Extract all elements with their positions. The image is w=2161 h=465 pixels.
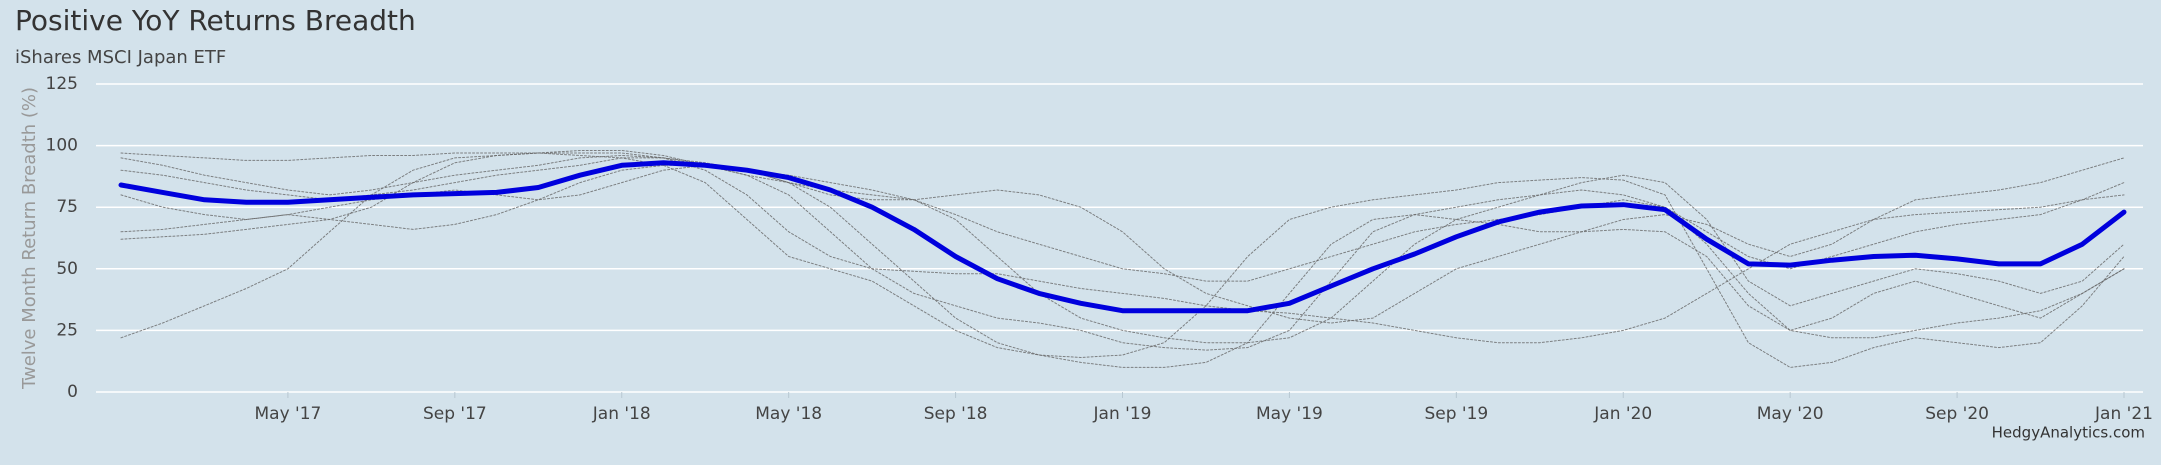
- chart-title: Positive YoY Returns Breadth: [15, 4, 416, 37]
- constituent-line: [120, 157, 2125, 282]
- x-tick-label: Sep '17: [423, 404, 487, 424]
- credit: HedgyAnalytics.com: [1992, 424, 2145, 442]
- y-tick-label: 0: [67, 382, 78, 402]
- y-tick-label: 125: [46, 74, 78, 94]
- y-tick-label: 75: [56, 197, 78, 217]
- x-tick-label: Sep '18: [924, 404, 988, 424]
- constituent-line: [120, 155, 2125, 344]
- y-tick-label: 25: [56, 320, 78, 340]
- constituent-line: [120, 150, 2125, 344]
- constituent-line: [120, 152, 2125, 368]
- x-tick-label: May '20: [1757, 404, 1824, 424]
- x-tick-label: Jan '20: [1593, 404, 1652, 424]
- x-tick-label: Sep '19: [1424, 404, 1488, 424]
- x-tick-label: Sep '20: [1925, 404, 1989, 424]
- x-tick-label: Jan '19: [1093, 404, 1152, 424]
- x-tick-label: Jan '21: [2094, 404, 2153, 424]
- chart-subtitle: iShares MSCI Japan ETF: [15, 47, 226, 68]
- y-tick-label: 100: [46, 136, 78, 156]
- x-tick-label: Jan '18: [592, 404, 651, 424]
- main-line: [118, 160, 2127, 314]
- constituent-line: [120, 164, 2125, 368]
- y-axis-label: Twelve Month Return Breadth (%): [19, 87, 40, 390]
- x-tick-label: May '19: [1256, 404, 1323, 424]
- constituent-line: [120, 152, 2125, 351]
- x-tick-label: May '18: [755, 404, 822, 424]
- x-tick-label: May '17: [254, 404, 321, 424]
- constituent-line: [120, 157, 2125, 324]
- y-tick-label: 50: [56, 259, 78, 279]
